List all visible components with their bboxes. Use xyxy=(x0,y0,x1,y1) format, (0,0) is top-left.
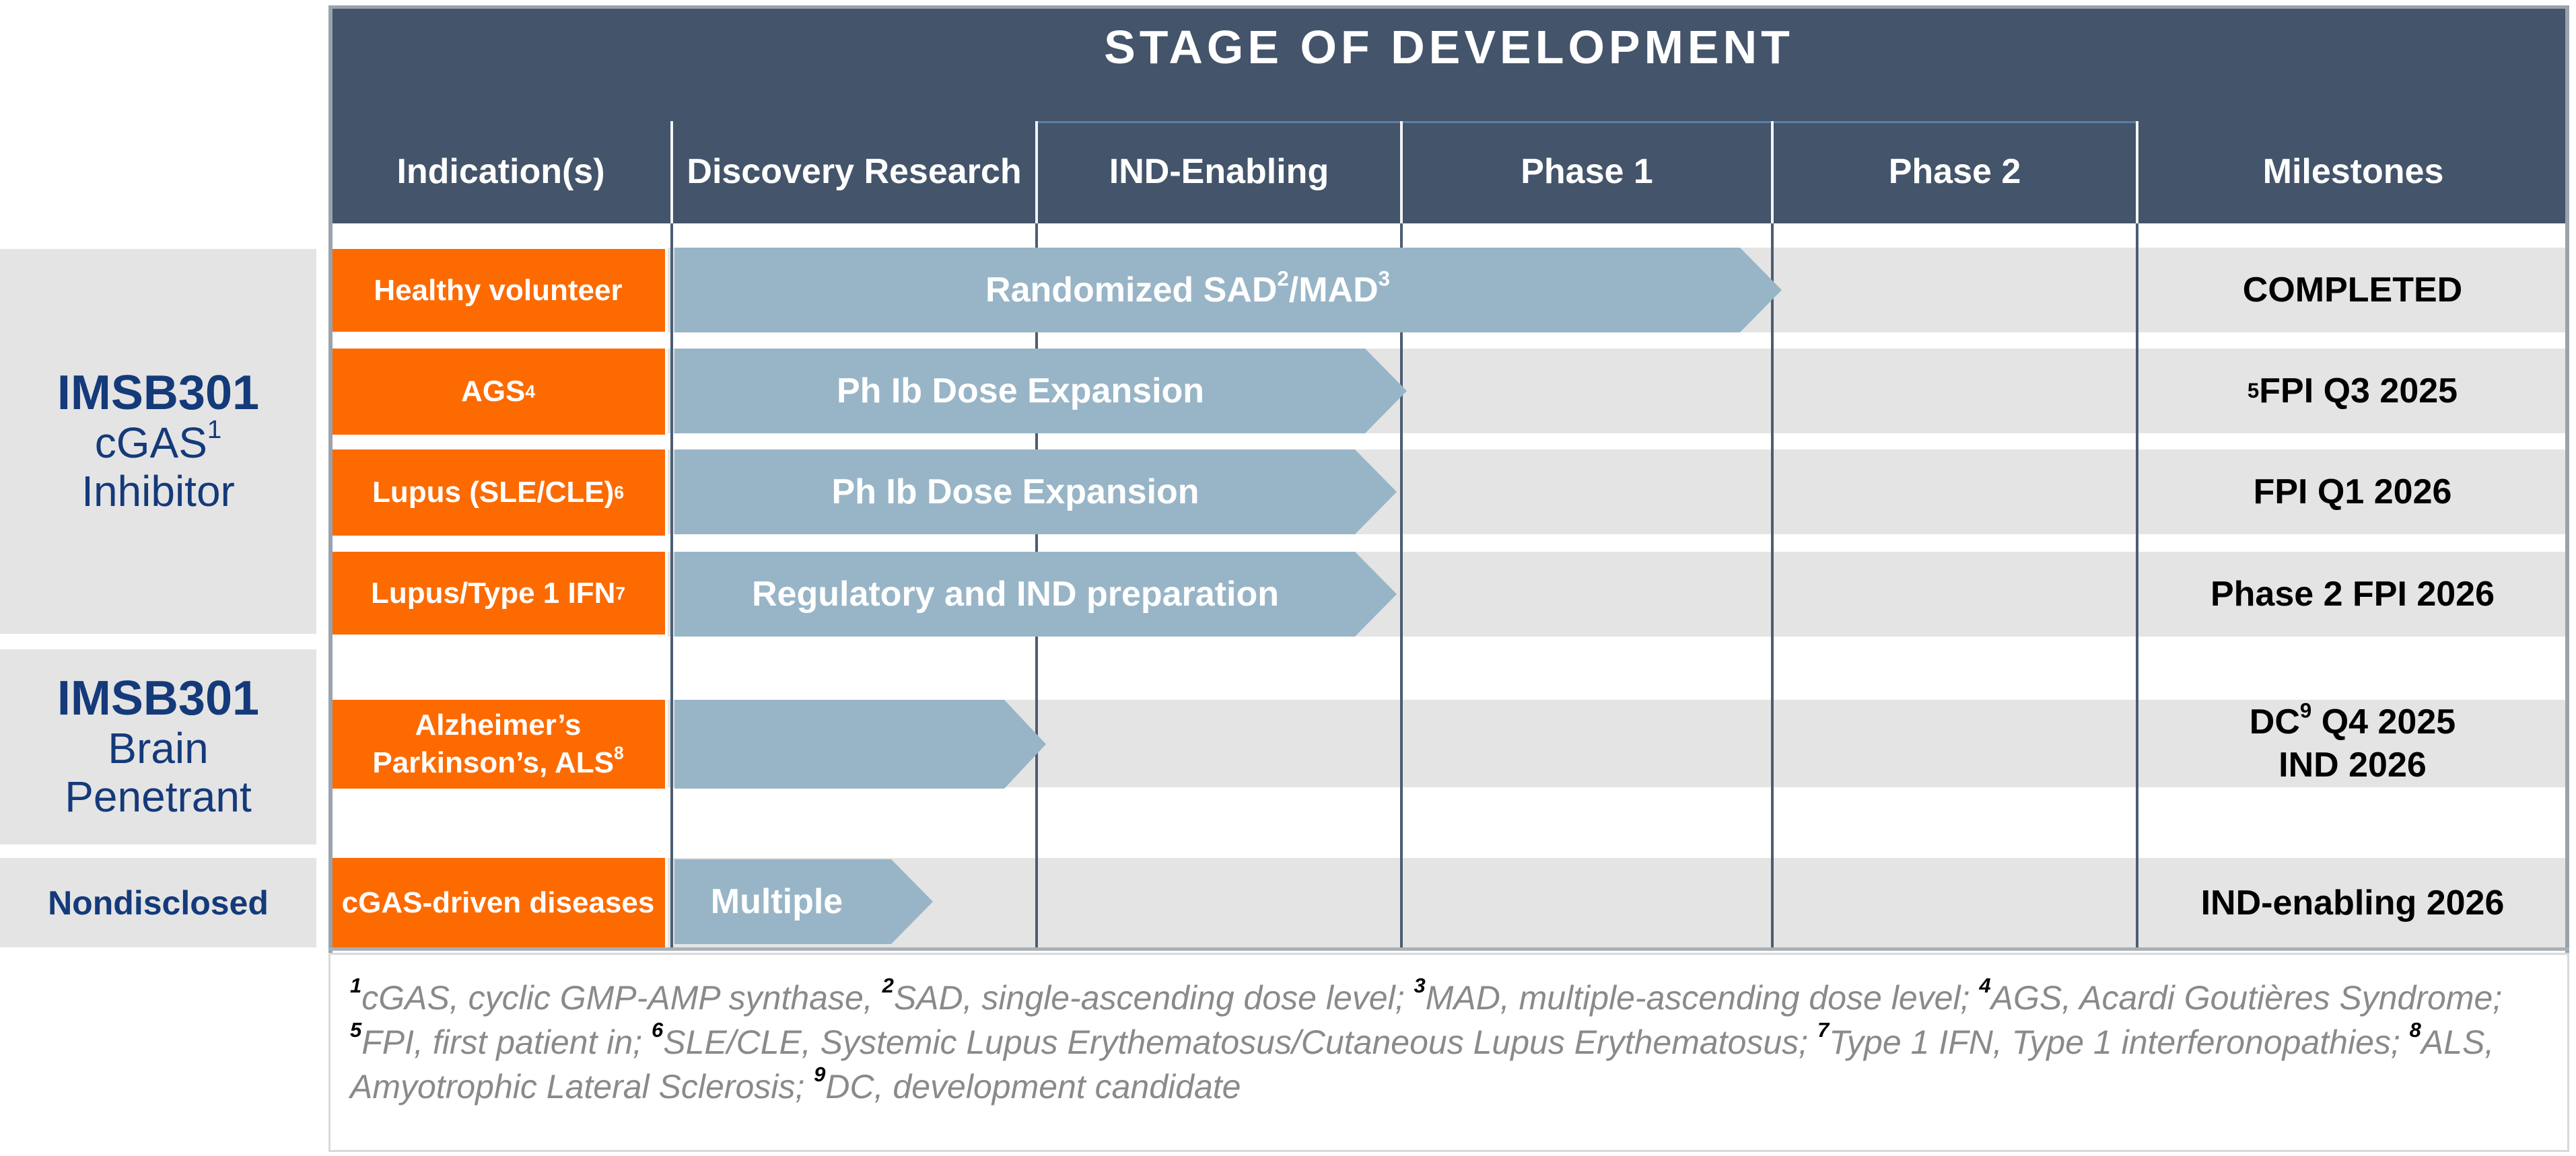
progress-arrow-ags: Ph Ib Dose Expansion xyxy=(674,349,1407,433)
group-subtitle: cGAS1 xyxy=(94,415,222,467)
indication-neuro: Alzheimer’s Parkinson’s, ALS8 xyxy=(331,700,665,789)
milestone-cgas-driven: IND-enabling 2026 xyxy=(2200,883,2505,923)
frame-border xyxy=(2565,5,2569,953)
group-name: IMSB301 xyxy=(57,672,260,725)
milestone-neuro: DC9 Q4 2025 IND 2026 xyxy=(2249,698,2456,785)
indication-ags: AGS 4 xyxy=(331,349,665,435)
stage-header-background xyxy=(330,7,2568,223)
frame-border xyxy=(328,947,2569,951)
milestone-healthy-volunteer: COMPLETED xyxy=(2242,270,2463,310)
milestone-lupus: FPI Q1 2026 xyxy=(2253,472,2452,511)
group-brain-penetrant: IMSB301 Brain Penetrant xyxy=(0,649,316,844)
header-divider xyxy=(1771,121,1774,223)
header-divider xyxy=(1035,121,1038,223)
indication-lupus: Lupus (SLE/CLE) 6 xyxy=(331,449,665,536)
grid-line xyxy=(1771,223,1774,950)
frame-border xyxy=(328,5,2569,9)
group-nondisclosed: Nondisclosed xyxy=(0,858,316,947)
group-subtitle: Inhibitor xyxy=(81,467,235,515)
col-header-ind-enabling: IND-Enabling xyxy=(1109,152,1329,191)
footnotes: 1cGAS, cyclic GMP-AMP synthase, 2SAD, si… xyxy=(350,974,2503,1106)
header-rule xyxy=(1037,121,2137,123)
footnote-box xyxy=(328,953,2569,1152)
grid-line xyxy=(1400,223,1403,950)
group-cgas-inhibitor: IMSB301 cGAS1 Inhibitor xyxy=(0,249,316,634)
group-subtitle: Brain xyxy=(108,724,209,772)
frame-border xyxy=(328,5,333,953)
progress-arrow-cgas-driven: Multiple xyxy=(674,859,933,944)
col-header-discovery: Discovery Research xyxy=(687,152,1022,191)
stage-title: STAGE OF DEVELOPMENT xyxy=(1104,21,1794,73)
milestone-lupus-type1-ifn: Phase 2 FPI 2026 xyxy=(2210,575,2495,614)
indication-lupus-type1-ifn: Lupus/Type 1 IFN 7 xyxy=(331,552,665,635)
col-header-indications: Indication(s) xyxy=(396,152,605,191)
group-subtitle: Penetrant xyxy=(65,772,252,821)
header-divider xyxy=(670,121,673,223)
grid-line xyxy=(2136,223,2138,950)
progress-arrow-healthy-volunteer: Randomized SAD2/MAD3 xyxy=(674,248,1782,332)
grid-line xyxy=(670,223,673,950)
col-header-phase1: Phase 1 xyxy=(1521,152,1653,191)
col-header-phase2: Phase 2 xyxy=(1888,152,2021,191)
progress-arrow-lupus: Ph Ib Dose Expansion xyxy=(674,449,1397,534)
group-name: Nondisclosed xyxy=(48,883,269,922)
milestone-ags: 5 FPI Q3 2025 xyxy=(2247,371,2458,410)
row-band xyxy=(668,858,2566,947)
progress-arrow-neuro xyxy=(674,700,1046,789)
header-divider xyxy=(2136,121,2138,223)
progress-arrow-lupus-type1-ifn: Regulatory and IND preparation xyxy=(674,552,1397,637)
col-header-milestones: Milestones xyxy=(2262,152,2444,191)
header-divider xyxy=(1400,121,1403,223)
group-name: IMSB301 xyxy=(57,366,260,420)
indication-healthy-volunteer: Healthy volunteer xyxy=(331,249,665,332)
indication-cgas-driven: cGAS-driven diseases xyxy=(331,858,665,947)
